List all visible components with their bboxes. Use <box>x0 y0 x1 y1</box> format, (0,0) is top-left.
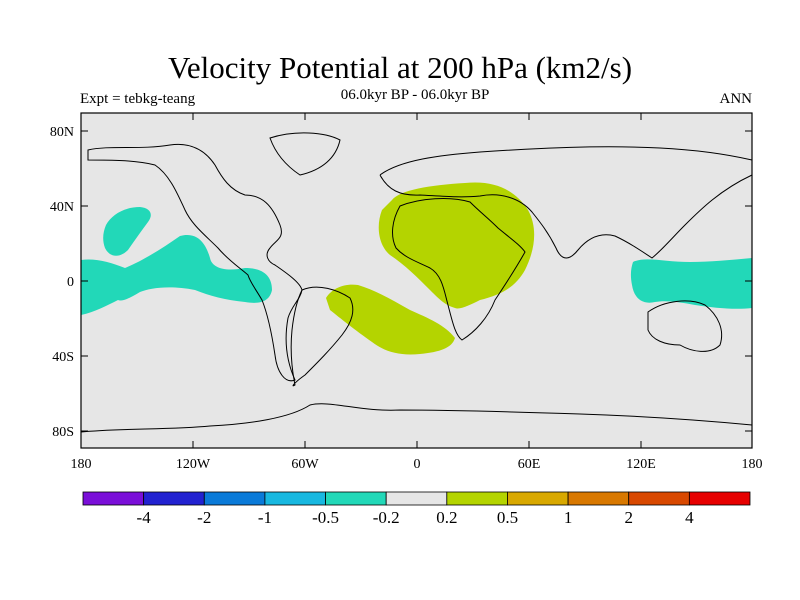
east-pacific-negative-anomaly <box>81 234 272 315</box>
colorbar-swatch <box>507 491 569 506</box>
colorbar-label: -2 <box>197 508 211 527</box>
lat-label: 40N <box>50 200 74 215</box>
colorbar-label: -4 <box>137 508 152 527</box>
tick-marks <box>81 113 752 448</box>
colorbar-label: 2 <box>624 508 633 527</box>
lon-label: 120W <box>176 457 211 472</box>
colorbar-label: -1 <box>258 508 272 527</box>
colorbar-label: -0.5 <box>312 508 339 527</box>
colorbar-swatch <box>325 491 387 506</box>
colorbar: -4 -2 -1 -0.5 -0.2 0.2 0.5 1 2 4 <box>82 491 751 527</box>
eurasia-coast <box>379 146 753 259</box>
colorbar-swatch <box>82 491 145 506</box>
coastlines <box>80 132 753 433</box>
experiment-label: Expt = tebkg-teang <box>80 91 196 107</box>
south-america-coast <box>290 286 354 387</box>
colorbar-swatch <box>385 491 448 506</box>
colorbar-swatch <box>446 491 508 506</box>
australia-coast <box>647 300 723 352</box>
lat-label: 80N <box>50 125 74 140</box>
africa-coast <box>392 198 526 341</box>
lon-label: 180 <box>71 457 92 472</box>
colorbar-label: -0.2 <box>373 508 400 527</box>
colorbar-label: 0.5 <box>497 508 518 527</box>
colorbar-swatch <box>143 491 205 506</box>
lon-label: 60E <box>518 457 541 472</box>
lon-label: 0 <box>414 457 421 472</box>
season-label: ANN <box>719 91 753 107</box>
lon-label: 60W <box>291 457 319 472</box>
north-pacific-negative-anomaly <box>103 207 151 256</box>
colorbar-label: 0.2 <box>436 508 457 527</box>
africa-positive-anomaly <box>378 182 535 309</box>
lat-label: 40S <box>52 350 74 365</box>
antarctica-coast <box>80 403 753 433</box>
south-atlantic-positive-anomaly <box>326 284 455 355</box>
lon-label: 180 <box>742 457 763 472</box>
colorbar-swatch <box>264 491 326 506</box>
colorbar-swatch <box>688 491 751 506</box>
colorbar-swatch <box>628 491 690 506</box>
period-label: 06.0kyr BP - 06.0kyr BP <box>340 87 490 103</box>
lon-label: 120E <box>626 457 656 472</box>
lat-label: 80S <box>52 425 74 440</box>
colorbar-swatch <box>203 491 266 506</box>
page-title: Velocity Potential at 200 hPa (km2/s) <box>167 50 633 85</box>
colorbar-label: 1 <box>564 508 573 527</box>
lat-label: 0 <box>67 275 74 290</box>
north-america-coast <box>87 143 303 382</box>
colorbar-swatch <box>567 491 630 506</box>
maritime-continent-negative-anomaly <box>630 258 752 309</box>
colorbar-label: 4 <box>685 508 694 527</box>
greenland-coast <box>269 132 341 176</box>
